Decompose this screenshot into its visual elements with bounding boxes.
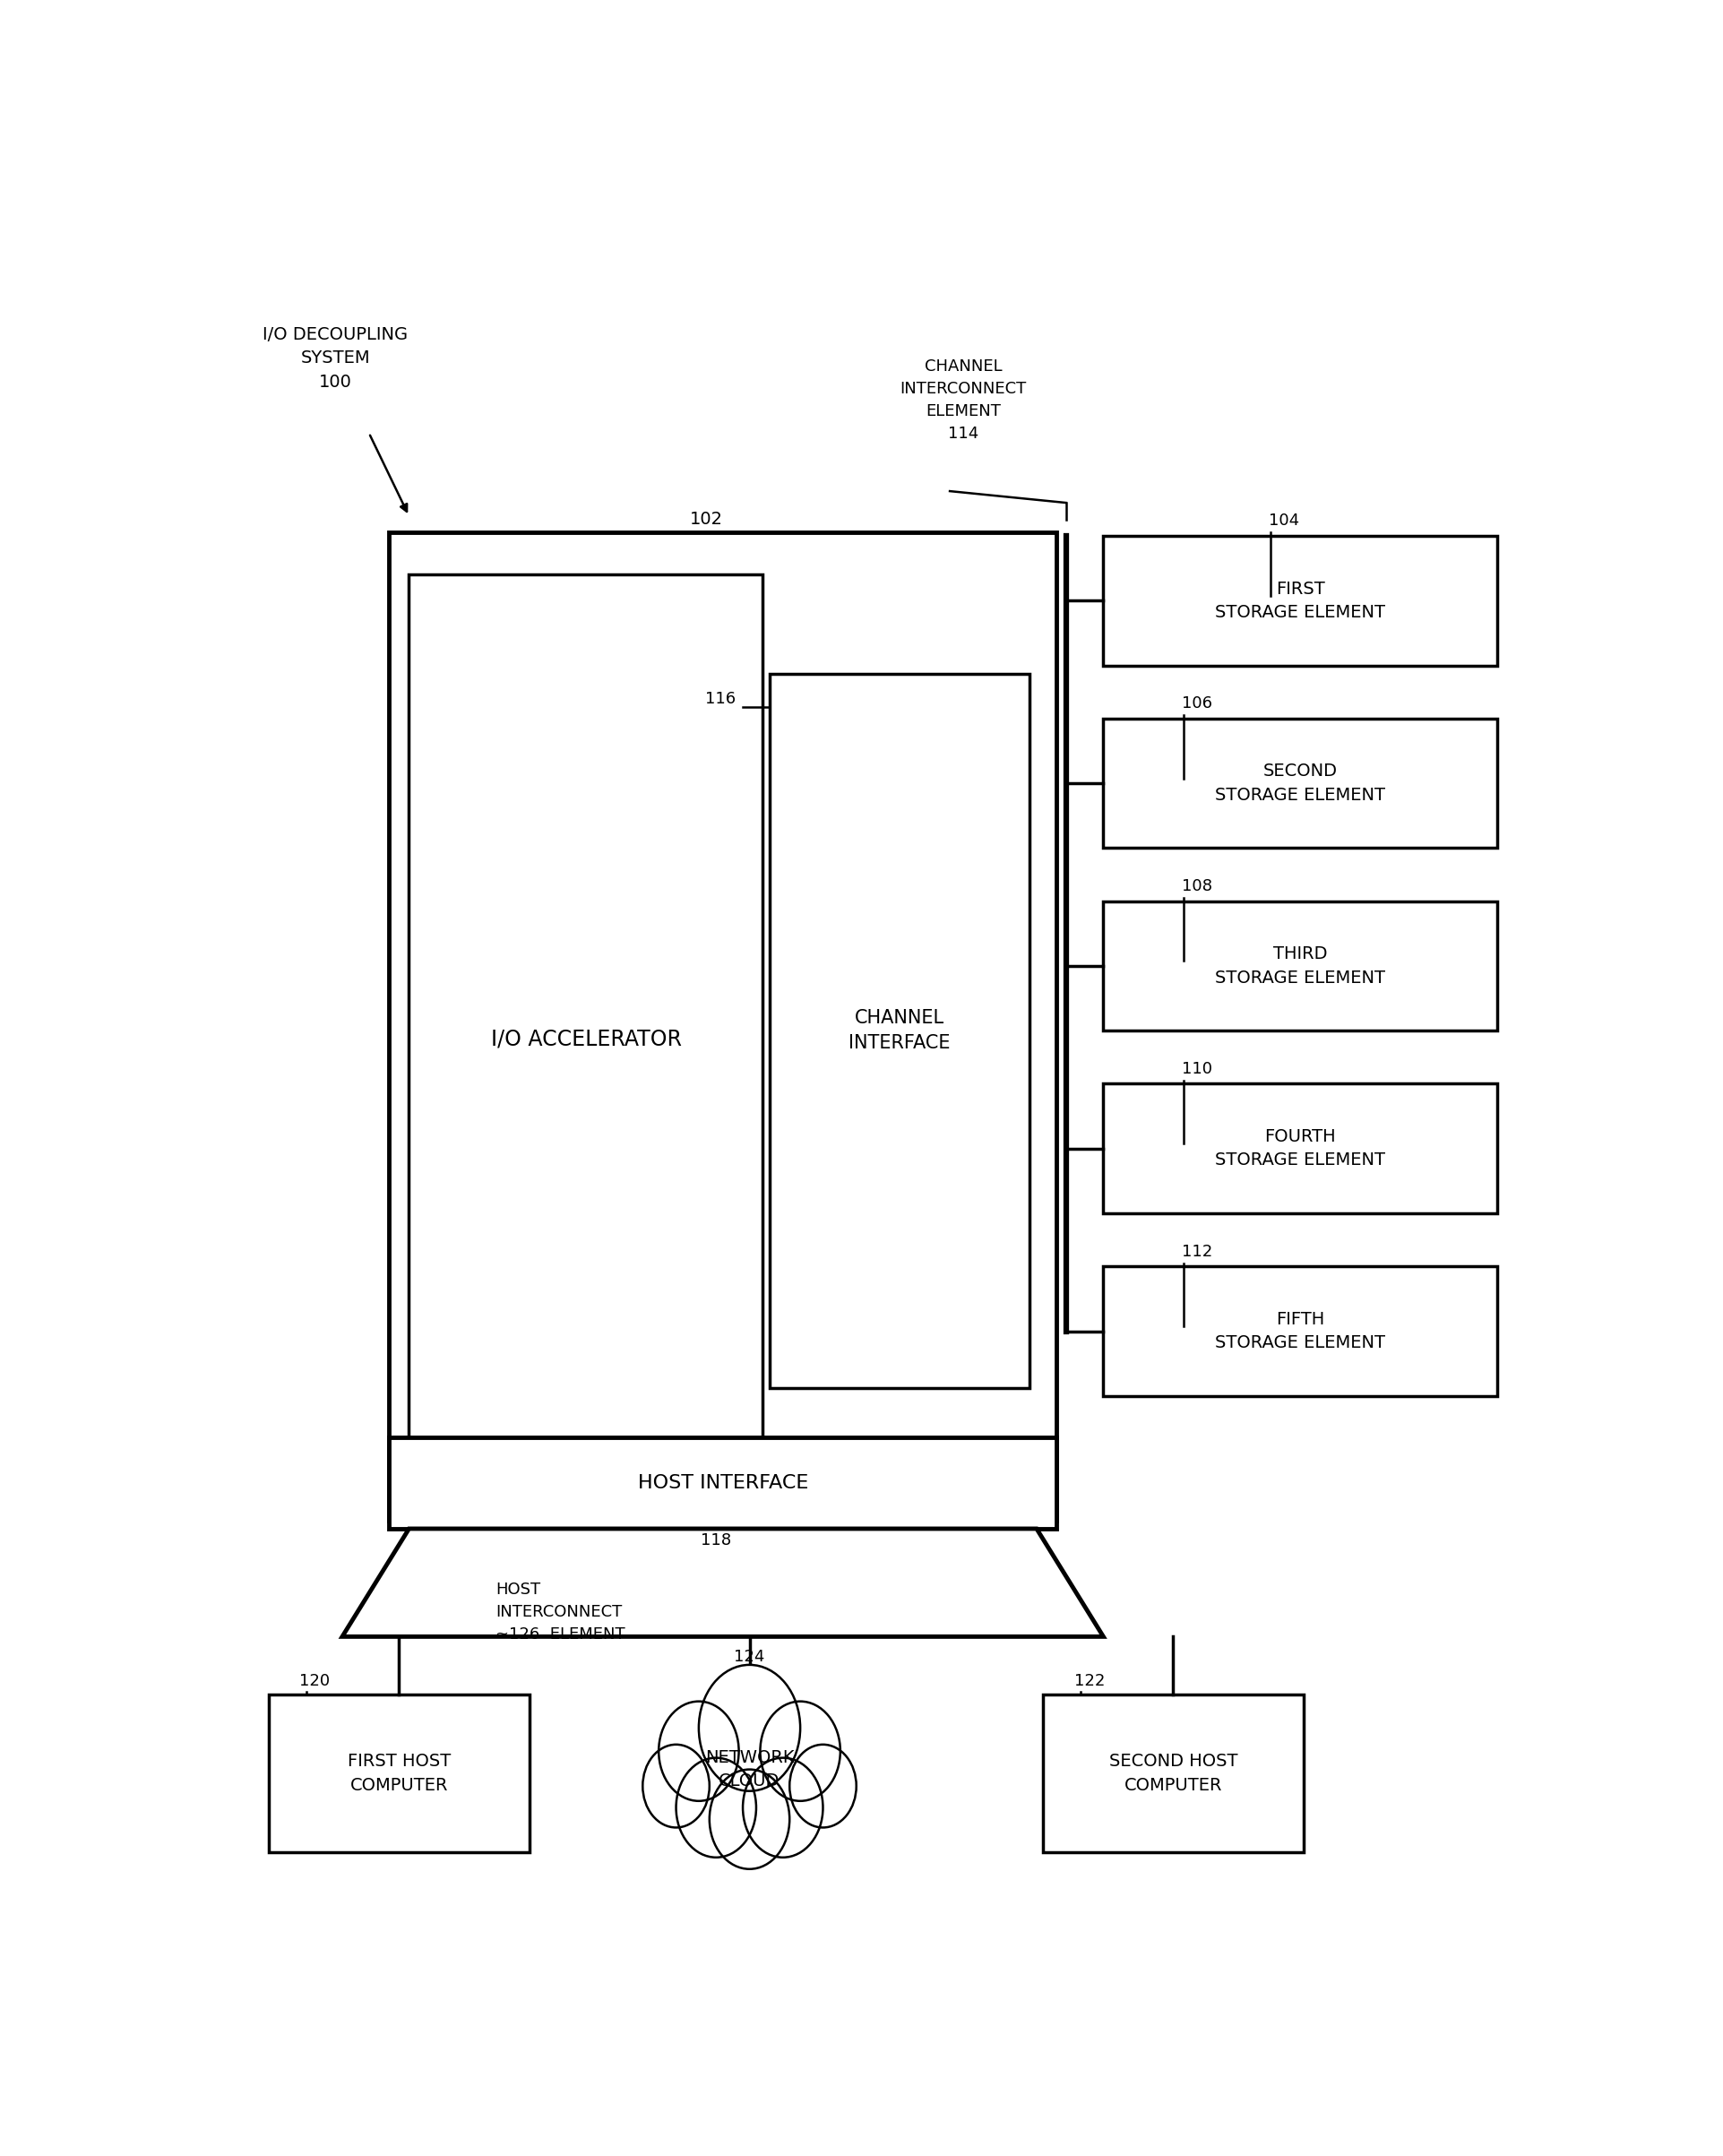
Text: 118: 118 <box>701 1533 731 1548</box>
Text: FIRST
STORAGE ELEMENT: FIRST STORAGE ELEMENT <box>1215 580 1385 621</box>
Text: CHANNEL
INTERCONNECT
ELEMENT
114: CHANNEL INTERCONNECT ELEMENT 114 <box>899 358 1027 442</box>
Circle shape <box>675 1757 756 1858</box>
Bar <box>408 573 763 1496</box>
Bar <box>389 1438 1056 1529</box>
Text: 102: 102 <box>689 511 722 528</box>
Text: FIFTH
STORAGE ELEMENT: FIFTH STORAGE ELEMENT <box>1215 1311 1385 1352</box>
Text: 108: 108 <box>1182 877 1211 895</box>
Text: 120: 120 <box>300 1673 331 1690</box>
Text: THIRD
STORAGE ELEMENT: THIRD STORAGE ELEMENT <box>1215 946 1385 985</box>
Text: HOST
INTERCONNECT
~126  ELEMENT: HOST INTERCONNECT ~126 ELEMENT <box>496 1580 625 1643</box>
Text: 104: 104 <box>1268 513 1299 528</box>
Circle shape <box>710 1770 789 1869</box>
Circle shape <box>789 1744 856 1828</box>
Text: I/O ACCELERATOR: I/O ACCELERATOR <box>491 1028 682 1050</box>
Circle shape <box>760 1701 841 1800</box>
Text: SECOND HOST
COMPUTER: SECOND HOST COMPUTER <box>1110 1753 1237 1794</box>
Text: I/O DECOUPLING
SYSTEM
100: I/O DECOUPLING SYSTEM 100 <box>264 326 408 390</box>
Text: 122: 122 <box>1073 1673 1104 1690</box>
Text: 110: 110 <box>1182 1061 1211 1078</box>
Text: 116: 116 <box>706 690 736 707</box>
Text: SECOND
STORAGE ELEMENT: SECOND STORAGE ELEMENT <box>1215 763 1385 804</box>
Circle shape <box>700 1664 799 1792</box>
Text: 112: 112 <box>1182 1244 1213 1259</box>
Text: FIRST HOST
COMPUTER: FIRST HOST COMPUTER <box>348 1753 451 1794</box>
Bar <box>1103 537 1497 666</box>
Bar <box>1103 901 1497 1031</box>
Text: FOURTH
STORAGE ELEMENT: FOURTH STORAGE ELEMENT <box>1215 1128 1385 1169</box>
Circle shape <box>658 1701 739 1800</box>
Bar <box>1103 1084 1497 1214</box>
Bar <box>770 673 1030 1388</box>
Bar <box>389 533 1056 1520</box>
Text: NETWORK
CLOUD: NETWORK CLOUD <box>705 1749 794 1789</box>
Text: 106: 106 <box>1182 696 1211 711</box>
Text: CHANNEL
INTERFACE: CHANNEL INTERFACE <box>849 1009 951 1052</box>
Bar <box>1044 1695 1304 1852</box>
Bar <box>269 1695 529 1852</box>
Text: HOST INTERFACE: HOST INTERFACE <box>638 1475 808 1492</box>
Bar <box>1103 718 1497 847</box>
Text: 124: 124 <box>734 1649 765 1664</box>
Bar <box>1103 1266 1497 1395</box>
Circle shape <box>743 1757 824 1858</box>
Polygon shape <box>343 1529 1103 1636</box>
Circle shape <box>643 1744 710 1828</box>
